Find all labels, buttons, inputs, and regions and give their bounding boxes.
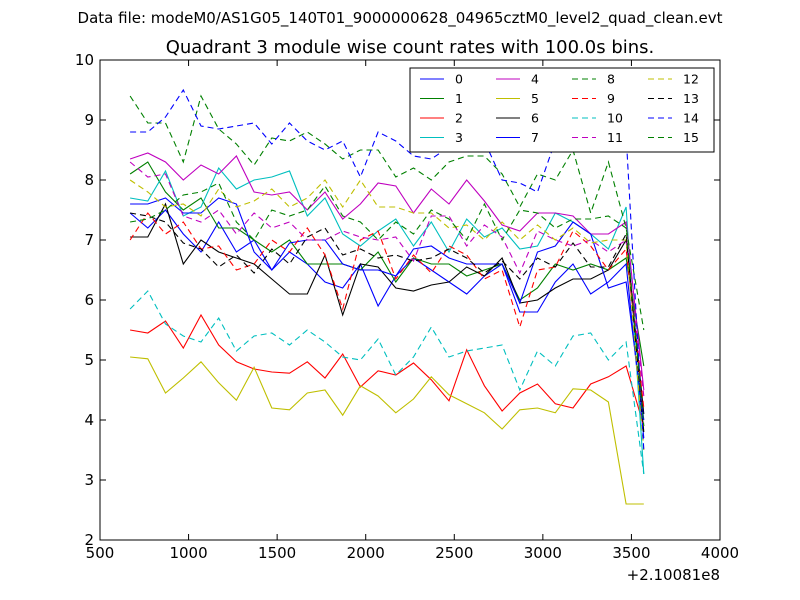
series-line-5: [130, 356, 644, 505]
series-line-7: [130, 197, 645, 421]
legend-label-6: 6: [531, 111, 539, 126]
series-line-2: [130, 313, 645, 427]
legend-label-2: 2: [455, 111, 463, 126]
legend-label-8: 8: [607, 72, 615, 87]
series-line-4: [129, 152, 645, 391]
x-offset-label: +2.10081e8: [627, 566, 720, 584]
y-tick-label: 4: [84, 411, 94, 429]
series-line-9: [129, 212, 645, 409]
x-tick-label: 2000: [347, 544, 385, 562]
series-line-3: [130, 166, 645, 475]
legend-label-12: 12: [683, 72, 699, 87]
legend-label-4: 4: [531, 72, 539, 87]
legend-label-5: 5: [531, 91, 539, 106]
y-tick-label: 2: [84, 531, 94, 549]
y-tick-label: 10: [75, 51, 94, 69]
legend-label-1: 1: [455, 91, 463, 106]
series-line-11: [129, 161, 645, 397]
x-tick-label: 500: [86, 544, 115, 562]
series-line-15: [130, 182, 645, 427]
series-line-12: [129, 178, 645, 451]
y-tick-label: 5: [84, 351, 94, 369]
axis-ticks: 500 1000 1500 2000 2500 3000 3500 4000 2 3 4 5 6 7 8 9 1…: [75, 51, 739, 562]
y-tick-label: 7: [84, 231, 94, 249]
x-tick-label: 1000: [169, 544, 207, 562]
chart-title: Quadrant 3 module wise count rates with …: [166, 37, 655, 58]
legend-label-3: 3: [455, 130, 463, 145]
x-tick-label: 1500: [258, 544, 296, 562]
legend-label-14: 14: [683, 111, 699, 126]
figure-suptitle: Data file: modeM0/AS1G05_140T01_90000006…: [77, 9, 723, 27]
y-tick-label: 6: [84, 291, 94, 309]
legend-label-15: 15: [683, 130, 699, 145]
series-line-8: [129, 94, 645, 331]
legend-label-10: 10: [607, 111, 623, 126]
x-tick-label: 3500: [612, 544, 650, 562]
series-line-13: [130, 212, 645, 433]
legend-label-7: 7: [531, 130, 539, 145]
x-tick-label: 3000: [524, 544, 562, 562]
x-tick-label: 4000: [701, 544, 739, 562]
y-tick-label: 3: [84, 471, 94, 489]
x-tick-label: 2500: [435, 544, 473, 562]
series-line-1: [129, 161, 645, 367]
legend-label-0: 0: [455, 72, 463, 87]
y-tick-label: 8: [84, 171, 94, 189]
series-line-10: [129, 290, 645, 475]
legend-label-9: 9: [607, 91, 615, 106]
legend-label-13: 13: [683, 91, 699, 106]
legend-label-11: 11: [607, 130, 623, 145]
series-line-0: [129, 209, 645, 439]
y-tick-label: 9: [84, 111, 94, 129]
series-line-6: [130, 202, 645, 415]
